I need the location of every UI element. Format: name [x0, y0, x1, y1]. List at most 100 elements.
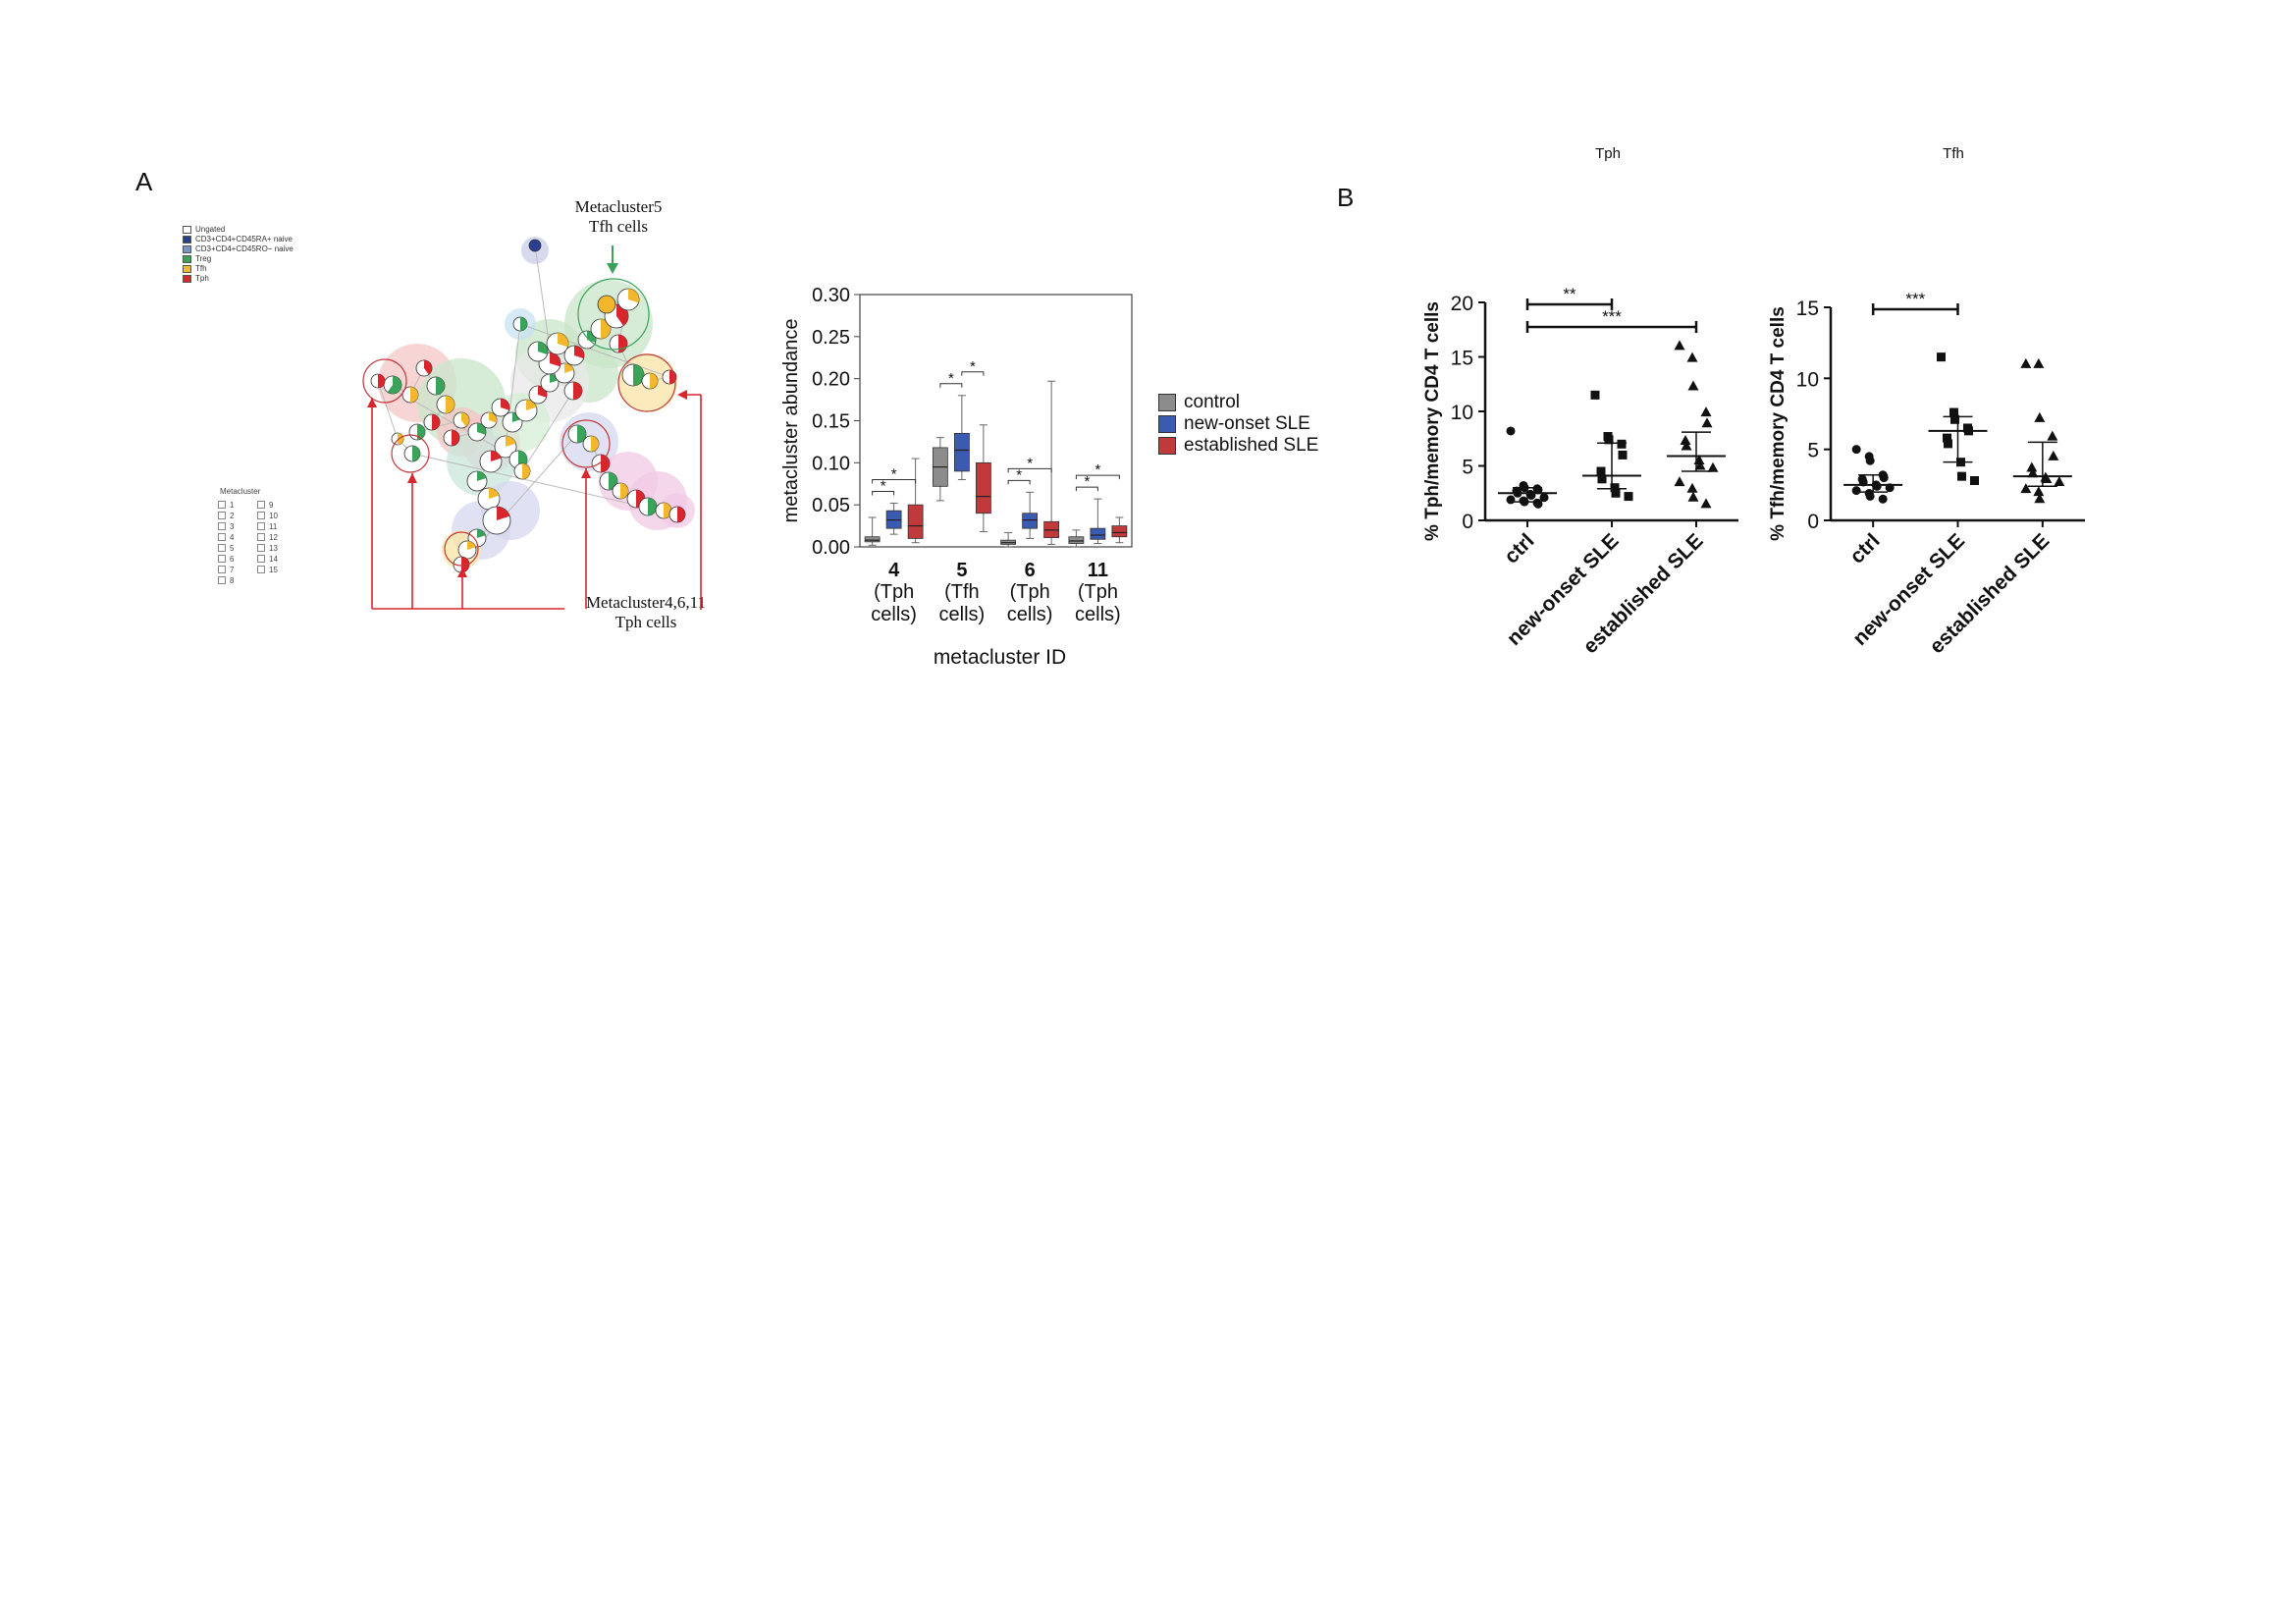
tree-node-slice	[591, 436, 599, 452]
box-established-sle	[907, 504, 924, 539]
metacluster-legend-swatch	[257, 522, 265, 530]
metacluster-legend-item: 9	[257, 500, 296, 510]
data-point	[1701, 417, 1713, 428]
significance-label: *	[948, 370, 954, 387]
tree-node-slice	[436, 377, 445, 395]
data-point	[1686, 482, 1698, 493]
data-point	[1700, 406, 1712, 417]
tree-node-slice	[520, 317, 527, 331]
tree-node-slice	[412, 446, 420, 461]
metacluster-legend-item: 8	[218, 575, 257, 585]
metacluster-legend-label: 3	[230, 521, 235, 531]
tree-node-slice	[526, 400, 537, 410]
metacluster-legend-label: 14	[269, 554, 278, 564]
highlight-tph-cluster	[444, 531, 479, 567]
data-point	[1681, 440, 1692, 451]
annotation-metacluster5-line1: Metacluster5	[574, 197, 663, 216]
significance-label: *	[1016, 466, 1022, 483]
arrow-tph-head	[457, 568, 467, 577]
metacluster-legend-item: 7	[218, 565, 257, 574]
data-point	[1686, 352, 1698, 362]
tree-node-slice	[410, 387, 418, 403]
metacluster-legend-item: 14	[257, 554, 296, 564]
significance-label: ***	[1602, 307, 1622, 326]
box-established-sle	[975, 461, 991, 514]
data-point	[1596, 466, 1606, 476]
boxplot-legend-swatch	[1158, 394, 1176, 411]
arrow-tph-head	[367, 398, 377, 407]
tree-node-slice	[512, 412, 522, 422]
metacluster-legend-swatch	[218, 576, 226, 584]
category-sub-label: cells)	[1007, 604, 1053, 625]
data-point	[1604, 435, 1614, 445]
tree-node-slice	[577, 425, 586, 443]
tree-node-slice	[506, 436, 516, 447]
cell-legend-item: CD3+CD4+CD45RA+ naive	[183, 235, 294, 244]
box-new-onset-sle	[1090, 527, 1106, 540]
metacluster-legend-label: 12	[269, 532, 278, 542]
category-sub-label: cells)	[1075, 604, 1121, 625]
data-point	[1610, 483, 1620, 493]
significance-label: *	[1084, 473, 1090, 490]
arrow-tph-right	[685, 394, 702, 610]
x-tick-label: ctrl	[1500, 529, 1538, 568]
category-sub-label: (Tph	[874, 581, 914, 603]
box-new-onset-sle	[953, 432, 970, 472]
boxplot-legend-item: control	[1158, 392, 1318, 413]
metacluster-legend-item: 12	[257, 532, 296, 542]
metacluster-legend-item: 2	[218, 511, 257, 520]
boxplot-legend-item: new-onset SLE	[1158, 413, 1318, 435]
data-point	[1700, 498, 1712, 509]
data-point	[1865, 456, 1875, 465]
y-axis-title: % Tph/memory CD4 T cells	[1422, 301, 1443, 541]
cell-legend-swatch	[183, 265, 191, 273]
box-control	[864, 536, 881, 543]
category-id-label: 4	[888, 560, 900, 581]
y-tick-label: 10	[1451, 402, 1473, 424]
metacluster-legend-item: 6	[218, 554, 257, 564]
y-tick-label: 0.10	[812, 453, 850, 474]
category-sub-label: cells)	[939, 604, 986, 625]
data-point	[2026, 461, 2038, 472]
tree-node-slice	[398, 433, 403, 445]
box-established-sle	[1111, 525, 1128, 538]
y-tick-label: 5	[1807, 440, 1819, 462]
cell-legend-item: CD3+CD4+CD45RO− naive	[183, 244, 294, 254]
boxplot-chart: 0.00 0.05 0.10 0.15 0.20 0.25 0.30 metacluster …	[780, 285, 1133, 669]
y-tick-label: 0.15	[812, 411, 850, 433]
boxplot-legend-label: new-onset SLE	[1184, 413, 1310, 434]
tree-edge	[534, 244, 551, 350]
y-tick-label: 0	[1462, 511, 1473, 533]
cell-legend-label: Treg	[195, 254, 212, 263]
significance-label: *	[891, 465, 897, 482]
metacluster-legend-swatch	[257, 555, 265, 563]
tree-node-slice	[424, 360, 432, 375]
tree-node-slice	[417, 424, 425, 440]
data-point	[1624, 492, 1633, 502]
tree-node-slice	[574, 346, 584, 359]
y-tick-label: 0.25	[812, 327, 850, 349]
cell-legend-swatch	[183, 255, 191, 263]
tree-node	[528, 239, 542, 252]
metacluster-legend-swatch	[257, 533, 265, 541]
y-axis-title: % Tfh/memory CD4 T cells	[1768, 306, 1789, 541]
data-point	[1687, 380, 1699, 391]
data-point	[1597, 474, 1607, 484]
tree-node-slice	[538, 386, 547, 398]
data-point	[1618, 450, 1628, 460]
data-point	[1943, 433, 1951, 443]
data-point	[1611, 488, 1621, 498]
category-sub-label: (Tfh	[944, 581, 980, 603]
metacluster-legend-label: 13	[269, 543, 278, 553]
arrow-tph-head	[581, 468, 591, 478]
cell-legend-item: Tfh	[183, 264, 294, 274]
metacluster-legend-label: 7	[230, 565, 235, 574]
metacluster-legend-item: 10	[257, 511, 296, 520]
metacluster-legend-swatch	[218, 533, 226, 541]
data-point	[2034, 411, 2046, 422]
data-point	[2033, 486, 2045, 497]
data-point	[1506, 426, 1516, 436]
data-point	[1707, 461, 1719, 472]
y-tick-label: 15	[1451, 348, 1473, 370]
tree-node-slice	[558, 333, 568, 348]
